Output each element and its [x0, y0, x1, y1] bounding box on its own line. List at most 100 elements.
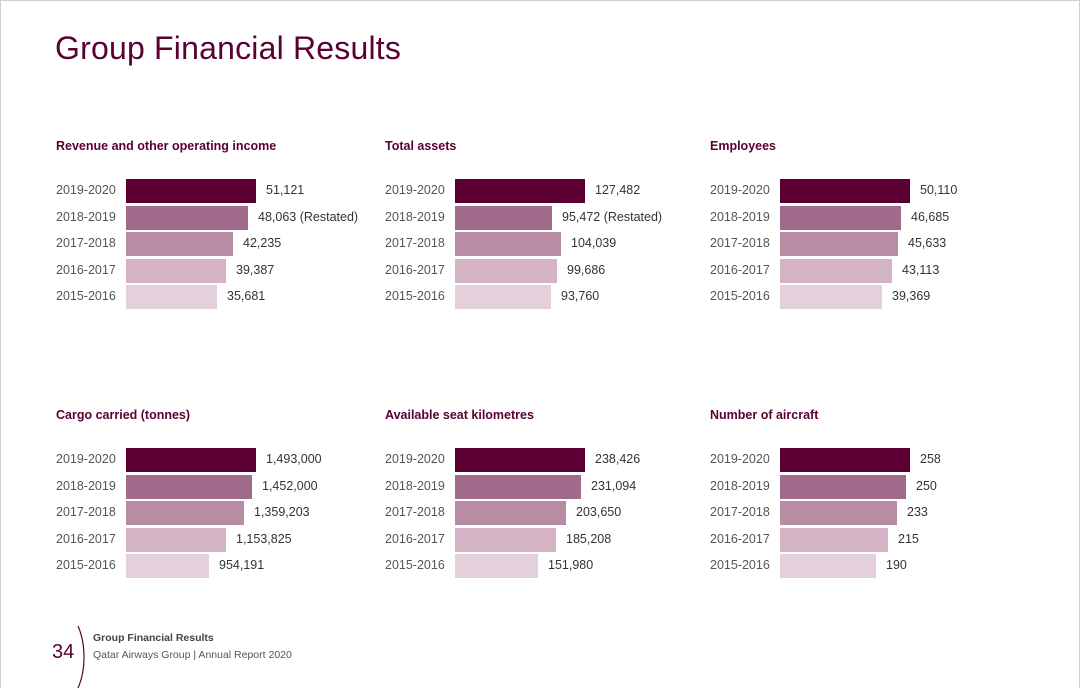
data-label: 1,359,203	[254, 505, 310, 519]
data-label: 50,110	[920, 183, 958, 197]
data-label: 93,760	[561, 289, 600, 303]
data-label: 95,472 (Restated)	[562, 209, 663, 224]
bar-row: 2016-2017 1,153,825	[56, 527, 386, 552]
category-label: 2016-2017	[710, 262, 770, 277]
data-label: 104,039	[571, 236, 617, 250]
chart-title: Total assets	[385, 139, 457, 153]
chart-title: Number of aircraft	[710, 408, 819, 422]
bar-row: 2017-2018 203,650	[385, 501, 715, 525]
bar-row: 2018-2019 250	[710, 474, 1040, 499]
data-label: 45,633	[908, 236, 947, 250]
data-label: 42,235	[243, 236, 282, 250]
category-label: 2017-2018	[56, 505, 116, 519]
bar-row: 2019-2020 51,121	[56, 179, 386, 203]
category-label: 2019-2020	[385, 183, 445, 197]
bar	[455, 501, 566, 525]
chart-title: Employees	[710, 139, 777, 153]
category-label: 2017-2018	[710, 505, 770, 519]
bar	[780, 285, 882, 309]
category-label: 2018-2019	[56, 478, 116, 493]
bar	[455, 179, 585, 203]
bar-row: 2017-2018 233	[710, 501, 1040, 525]
bar	[780, 448, 910, 472]
bar-row: 2017-2018 104,039	[385, 232, 715, 256]
page-title: Group Financial Results	[55, 30, 402, 66]
category-label: 2018-2019	[710, 209, 770, 224]
footer-section: Group Financial Results	[93, 632, 214, 644]
bar-row: 2019-2020 50,110	[710, 179, 1040, 203]
category-label: 2015-2016	[385, 289, 445, 303]
data-label: 238,426	[595, 452, 641, 466]
footer-publication: Qatar Airways Group | Annual Report 2020	[93, 649, 292, 661]
data-label: 190	[886, 558, 907, 572]
bar-row: 2015-2016 190	[710, 554, 1040, 578]
category-label: 2019-2020	[385, 452, 445, 466]
data-label: 35,681	[227, 289, 266, 303]
category-label: 2017-2018	[385, 505, 445, 519]
bar-row: 2016-2017 39,387	[56, 258, 386, 283]
bar	[455, 448, 585, 472]
bar	[455, 474, 581, 499]
chart-title: Available seat kilometres	[385, 408, 534, 422]
data-label: 39,387	[236, 262, 275, 277]
category-label: 2017-2018	[710, 236, 770, 250]
bar-row: 2017-2018 45,633	[710, 232, 1040, 256]
page-number: 34	[52, 641, 75, 663]
bar	[455, 527, 556, 552]
data-label: 43,113	[902, 262, 940, 277]
category-label: 2016-2017	[710, 531, 770, 546]
data-label: 954,191	[219, 558, 265, 572]
data-label: 1,153,825	[236, 531, 292, 546]
bar-row: 2019-2020 127,482	[385, 179, 715, 203]
category-label: 2019-2020	[710, 183, 770, 197]
bar	[455, 285, 551, 309]
data-label: 1,493,000	[266, 452, 322, 466]
bar-row: 2018-2019 48,063 (Restated)	[56, 205, 386, 230]
bar-row: 2015-2016 954,191	[56, 554, 386, 578]
data-label: 46,685	[911, 209, 950, 224]
category-label: 2016-2017	[56, 262, 116, 277]
bar	[455, 554, 538, 578]
category-label: 2018-2019	[385, 478, 445, 493]
category-label: 2018-2019	[56, 209, 116, 224]
category-label: 2019-2020	[56, 183, 116, 197]
bar	[126, 448, 256, 472]
data-label: 250	[916, 478, 937, 493]
bar-row: 2019-2020 258	[710, 448, 1040, 472]
data-label: 1,452,000	[262, 478, 318, 493]
data-label: 48,063 (Restated)	[258, 209, 359, 224]
category-label: 2016-2017	[385, 531, 445, 546]
bar	[455, 258, 557, 283]
data-label: 99,686	[567, 262, 606, 277]
bar	[780, 501, 897, 525]
bar-row: 2017-2018 1,359,203	[56, 501, 386, 525]
category-label: 2018-2019	[385, 209, 445, 224]
bar	[780, 258, 892, 283]
category-label: 2017-2018	[385, 236, 445, 250]
bar	[126, 179, 256, 203]
bar	[780, 205, 901, 230]
data-label: 185,208	[566, 531, 612, 546]
bar	[455, 205, 552, 230]
category-label: 2015-2016	[710, 289, 770, 303]
category-label: 2015-2016	[56, 289, 116, 303]
data-label: 258	[920, 452, 941, 466]
bar	[780, 527, 888, 552]
category-label: 2019-2020	[56, 452, 116, 466]
bar	[780, 179, 910, 203]
data-label: 203,650	[576, 505, 622, 519]
data-label: 127,482	[595, 183, 641, 197]
data-label: 151,980	[548, 558, 594, 572]
bar	[126, 501, 244, 525]
bar	[780, 474, 906, 499]
category-label: 2016-2017	[56, 531, 116, 546]
bar	[126, 285, 217, 309]
category-label: 2019-2020	[710, 452, 770, 466]
bar	[126, 554, 209, 578]
category-label: 2018-2019	[710, 478, 770, 493]
category-label: 2016-2017	[385, 262, 445, 277]
bar-row: 2017-2018 42,235	[56, 232, 386, 256]
bar-row: 2018-2019 95,472 (Restated)	[385, 205, 715, 230]
bar-row: 2019-2020 1,493,000	[56, 448, 386, 472]
